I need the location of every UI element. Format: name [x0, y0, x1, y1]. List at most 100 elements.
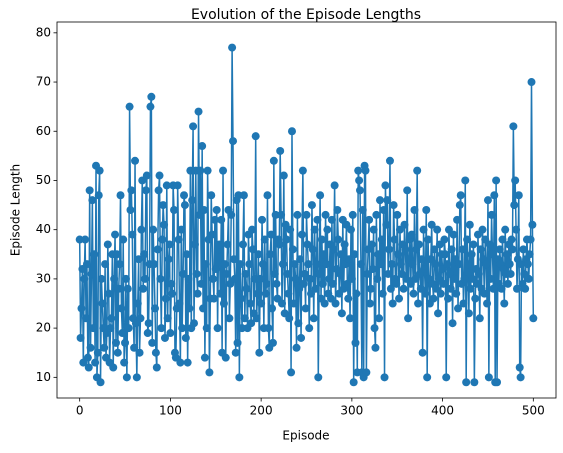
marker	[313, 215, 322, 224]
marker	[141, 186, 150, 195]
marker	[376, 260, 385, 269]
marker	[279, 171, 288, 180]
marker	[455, 201, 464, 210]
marker	[344, 294, 353, 303]
marker	[91, 358, 100, 367]
marker	[89, 324, 98, 333]
marker	[147, 92, 156, 101]
marker	[523, 260, 532, 269]
marker	[436, 289, 445, 298]
marker	[377, 235, 386, 244]
marker	[389, 201, 398, 210]
marker	[110, 274, 119, 283]
marker	[141, 274, 150, 283]
marker	[84, 363, 93, 372]
marker	[403, 186, 412, 195]
marker	[192, 269, 201, 278]
marker	[308, 245, 317, 254]
marker	[238, 240, 247, 249]
marker	[466, 284, 475, 293]
marker	[305, 324, 314, 333]
marker	[101, 260, 110, 269]
marker	[237, 294, 246, 303]
marker	[459, 299, 468, 308]
x-tick-label: 100	[159, 404, 182, 418]
marker	[151, 348, 160, 357]
marker	[149, 225, 158, 234]
marker	[421, 289, 430, 298]
marker	[275, 240, 284, 249]
marker	[501, 225, 510, 234]
marker	[484, 373, 493, 382]
marker	[419, 225, 428, 234]
marker	[303, 240, 312, 249]
marker	[121, 274, 130, 283]
marker	[487, 210, 496, 219]
marker	[495, 245, 504, 254]
marker	[489, 284, 498, 293]
marker	[284, 289, 293, 298]
marker	[510, 201, 519, 210]
marker	[493, 378, 502, 387]
y-tick-label: 70	[36, 75, 51, 89]
marker	[100, 343, 109, 352]
marker	[519, 245, 528, 254]
marker	[142, 171, 151, 180]
marker	[492, 176, 501, 185]
marker	[497, 284, 506, 293]
marker	[80, 274, 89, 283]
marker	[409, 289, 418, 298]
marker	[452, 289, 461, 298]
marker	[170, 206, 179, 214]
marker	[453, 215, 462, 224]
marker	[521, 284, 530, 293]
marker	[196, 166, 205, 175]
marker	[158, 235, 167, 244]
marker	[463, 235, 472, 244]
marker	[122, 373, 131, 382]
marker	[257, 299, 266, 308]
marker	[174, 235, 183, 244]
marker	[318, 279, 327, 288]
marker	[399, 284, 408, 293]
marker	[422, 206, 431, 214]
marker	[96, 378, 105, 387]
marker	[366, 299, 375, 308]
marker	[82, 314, 91, 323]
marker	[427, 220, 436, 229]
marker	[208, 230, 217, 239]
marker	[197, 279, 206, 288]
marker	[509, 122, 518, 131]
marker	[420, 265, 429, 274]
marker	[184, 274, 193, 283]
marker	[314, 373, 323, 382]
marker	[131, 156, 140, 165]
marker	[454, 260, 463, 269]
marker	[486, 274, 495, 283]
marker	[310, 225, 319, 234]
marker	[368, 265, 377, 274]
marker	[363, 269, 372, 278]
axes-frame	[56, 21, 557, 399]
marker	[373, 274, 382, 283]
marker	[505, 260, 514, 269]
marker	[185, 304, 194, 313]
marker	[299, 279, 308, 288]
marker	[247, 319, 256, 328]
marker	[189, 319, 198, 328]
marker	[160, 220, 169, 229]
marker	[205, 368, 214, 377]
marker	[385, 156, 394, 165]
marker	[201, 260, 210, 269]
marker	[132, 373, 141, 382]
marker	[150, 260, 159, 269]
marker	[286, 225, 295, 234]
marker	[352, 289, 361, 298]
marker	[161, 294, 170, 303]
marker	[317, 235, 326, 244]
marker	[356, 186, 365, 195]
marker	[290, 260, 299, 269]
marker	[287, 127, 296, 136]
marker	[485, 240, 494, 249]
